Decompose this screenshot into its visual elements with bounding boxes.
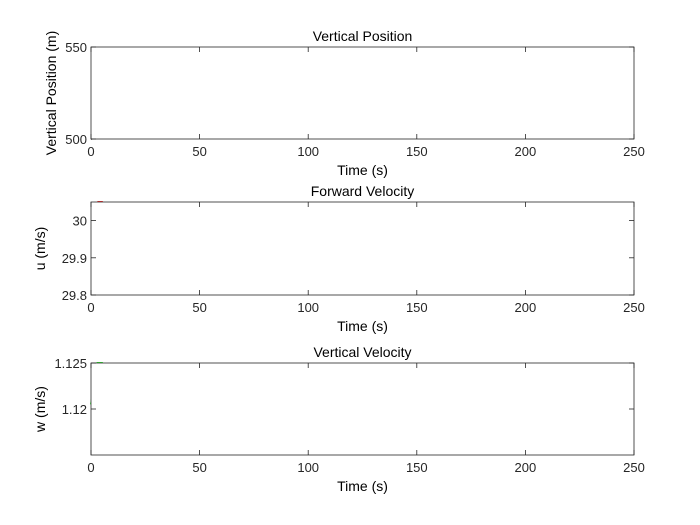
- forward-velocity-axes-frame: [90, 201, 635, 296]
- vertical-velocity-ylabel: w (m/s): [32, 386, 48, 433]
- vertical-position-ylabel: Vertical Position (m): [43, 31, 59, 155]
- vertical-velocity-xtick-label: 150: [406, 460, 428, 475]
- vertical-position-title: Vertical Position: [313, 28, 413, 44]
- vertical-velocity-xtick-label: 0: [87, 460, 94, 475]
- vertical-position-axes-frame: [90, 46, 635, 140]
- forward-velocity-xtick-label: 150: [406, 300, 428, 315]
- vertical-velocity-ytick-label: 1.125: [54, 356, 87, 371]
- vertical-position-xtick-label: 200: [515, 144, 537, 159]
- vertical-position-xtick-label: 0: [87, 144, 94, 159]
- forward-velocity-ytick-label: 29.8: [62, 288, 87, 303]
- forward-velocity-xtick-label: 0: [87, 300, 94, 315]
- forward-velocity-xtick-label: 200: [515, 300, 537, 315]
- forward-velocity-xlabel: Time (s): [337, 318, 388, 334]
- vertical-position-xtick-label: 50: [192, 144, 206, 159]
- vertical-position-ytick-label: 550: [65, 40, 87, 55]
- forward-velocity-xtick-label: 50: [192, 300, 206, 315]
- vertical-velocity-title: Vertical Velocity: [313, 344, 411, 360]
- forward-velocity-xtick-label: 250: [623, 300, 645, 315]
- vertical-velocity-xtick-label: 100: [297, 460, 319, 475]
- forward-velocity-xtick-label: 100: [297, 300, 319, 315]
- vertical-velocity-xtick-label: 50: [192, 460, 206, 475]
- vertical-velocity-axes-frame: [90, 362, 635, 456]
- forward-velocity-ytick-label: 29.9: [62, 251, 87, 266]
- forward-velocity-title: Forward Velocity: [311, 183, 414, 199]
- forward-velocity-ytick-label: 30: [73, 214, 87, 229]
- forward-velocity-ylabel: u (m/s): [32, 227, 48, 271]
- vertical-position-xtick-label: 250: [623, 144, 645, 159]
- vertical-position-xtick-label: 100: [297, 144, 319, 159]
- forward-velocity-plot: 0 50 100 150 200 250 29.8 29.9 30 Forward Velocit…: [32, 183, 645, 334]
- vertical-position-ytick-label: 500: [65, 132, 87, 147]
- vertical-velocity-xlabel: Time (s): [337, 478, 388, 494]
- vertical-velocity-xtick-label: 200: [515, 460, 537, 475]
- vertical-position-xtick-label: 150: [406, 144, 428, 159]
- vertical-velocity-plot: 0 50 100 150 200 250 1.12 1.125 Vertical Velocit…: [32, 344, 645, 494]
- vertical-position-plot: 0 50 100 150 200 250 500 550 Vertical Position Ti…: [43, 28, 645, 178]
- vertical-position-xlabel: Time (s): [337, 162, 388, 178]
- vertical-velocity-ytick-label: 1.12: [62, 402, 87, 417]
- vertical-velocity-xtick-label: 250: [623, 460, 645, 475]
